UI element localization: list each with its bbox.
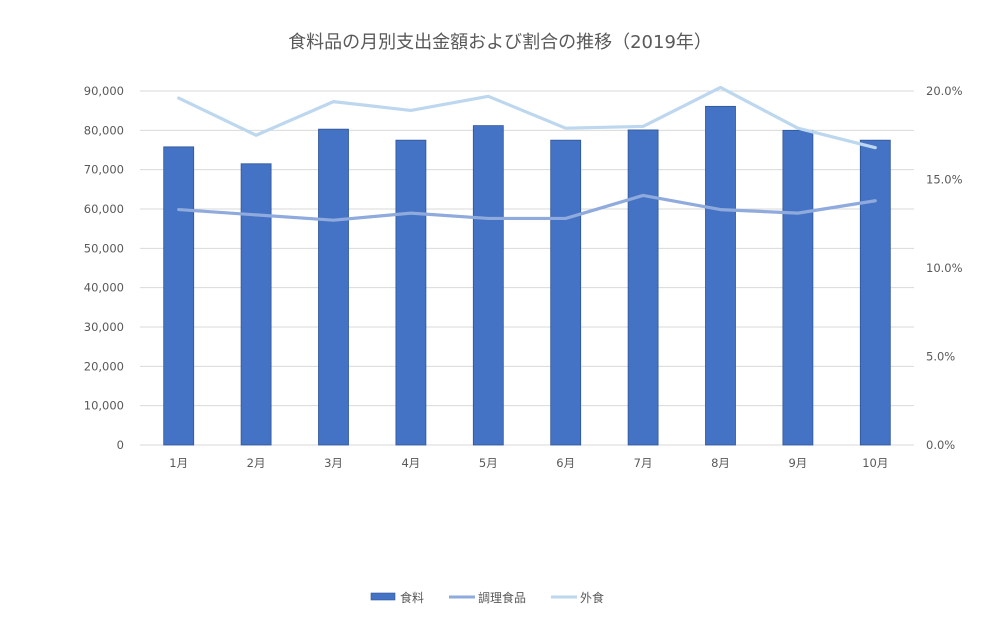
legend-label: 調理食品 [478, 590, 526, 605]
y-right-tick-label: 20.0% [926, 84, 963, 98]
x-tick-label: 1月 [169, 456, 188, 470]
y-right-tick-label: 15.0% [926, 173, 963, 187]
chart-title: 食料品の月別支出金額および割合の推移（2019年） [288, 32, 712, 53]
y-left-tick-label: 80,000 [84, 123, 124, 137]
legend-label: 食料 [400, 590, 424, 605]
legend: 食料 調理食品 外食 [370, 590, 604, 605]
x-tick-label: 2月 [247, 456, 266, 470]
y-left-tick-label: 90,000 [84, 84, 124, 98]
y-right-tick-label: 0.0% [926, 438, 955, 452]
y-right-tick-label: 5.0% [926, 350, 955, 364]
bar [859, 139, 891, 446]
x-tick-label: 10月 [862, 456, 888, 470]
legend-swatch-bar [370, 592, 396, 601]
x-tick-label: 7月 [634, 456, 653, 470]
bar [782, 129, 814, 446]
bar [163, 146, 195, 446]
x-tick-label: 9月 [788, 456, 807, 470]
bar [395, 139, 427, 446]
y-right-tick-label: 10.0% [926, 261, 963, 275]
bar-series [163, 105, 891, 446]
series-line [177, 193, 877, 222]
x-tick-label: 3月 [324, 456, 343, 470]
bar [472, 125, 504, 446]
y-left-tick-label: 70,000 [84, 163, 124, 177]
axes: 0 10,000 20,000 30,000 40,000 50,000 60,000 70,… [84, 84, 963, 470]
y-left-tick-label: 50,000 [84, 241, 124, 255]
legend-label: 外食 [580, 590, 604, 605]
bar [318, 128, 349, 446]
y-left-tick-label: 0 [117, 438, 124, 452]
y-left-tick-label: 20,000 [84, 359, 124, 373]
y-left-tick-label: 60,000 [84, 202, 124, 216]
x-tick-label: 8月 [711, 456, 730, 470]
series-line [177, 85, 877, 150]
bar [627, 129, 659, 446]
y-left-tick-label: 30,000 [84, 320, 124, 334]
x-tick-label: 4月 [401, 456, 420, 470]
y-left-tick-label: 10,000 [84, 399, 124, 413]
x-tick-label: 6月 [556, 456, 575, 470]
y-left-tick-label: 40,000 [84, 281, 124, 295]
bar [705, 105, 736, 446]
line-series [177, 85, 877, 222]
bar [240, 163, 272, 446]
bar [550, 139, 582, 446]
x-tick-label: 5月 [479, 456, 498, 470]
